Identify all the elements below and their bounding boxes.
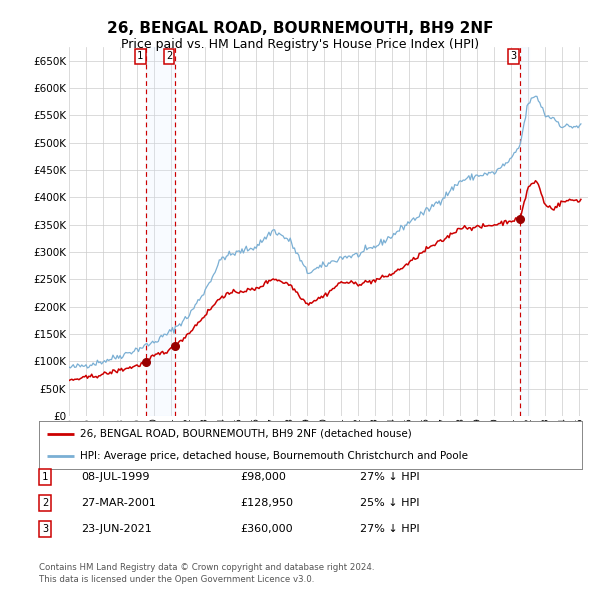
Text: £128,950: £128,950	[240, 498, 293, 507]
Text: 27% ↓ HPI: 27% ↓ HPI	[360, 524, 419, 533]
Text: HPI: Average price, detached house, Bournemouth Christchurch and Poole: HPI: Average price, detached house, Bour…	[80, 451, 468, 461]
Text: 1: 1	[137, 51, 143, 61]
Text: 1: 1	[42, 472, 48, 481]
Bar	[520, 47, 529, 416]
Text: 27% ↓ HPI: 27% ↓ HPI	[360, 472, 419, 481]
Text: Contains HM Land Registry data © Crown copyright and database right 2024.: Contains HM Land Registry data © Crown c…	[39, 563, 374, 572]
Text: 26, BENGAL ROAD, BOURNEMOUTH, BH9 2NF (detached house): 26, BENGAL ROAD, BOURNEMOUTH, BH9 2NF (d…	[80, 429, 412, 439]
Text: This data is licensed under the Open Government Licence v3.0.: This data is licensed under the Open Gov…	[39, 575, 314, 584]
Text: 23-JUN-2021: 23-JUN-2021	[81, 524, 152, 533]
Text: 3: 3	[511, 51, 517, 61]
Text: 2: 2	[166, 51, 172, 61]
Text: Price paid vs. HM Land Registry's House Price Index (HPI): Price paid vs. HM Land Registry's House …	[121, 38, 479, 51]
Text: 25% ↓ HPI: 25% ↓ HPI	[360, 498, 419, 507]
Bar	[146, 47, 175, 416]
Text: £98,000: £98,000	[240, 472, 286, 481]
Text: £360,000: £360,000	[240, 524, 293, 533]
Text: 2: 2	[42, 498, 48, 507]
Text: 27-MAR-2001: 27-MAR-2001	[81, 498, 156, 507]
Text: 26, BENGAL ROAD, BOURNEMOUTH, BH9 2NF: 26, BENGAL ROAD, BOURNEMOUTH, BH9 2NF	[107, 21, 493, 35]
Text: 08-JUL-1999: 08-JUL-1999	[81, 472, 149, 481]
Text: 3: 3	[42, 524, 48, 533]
